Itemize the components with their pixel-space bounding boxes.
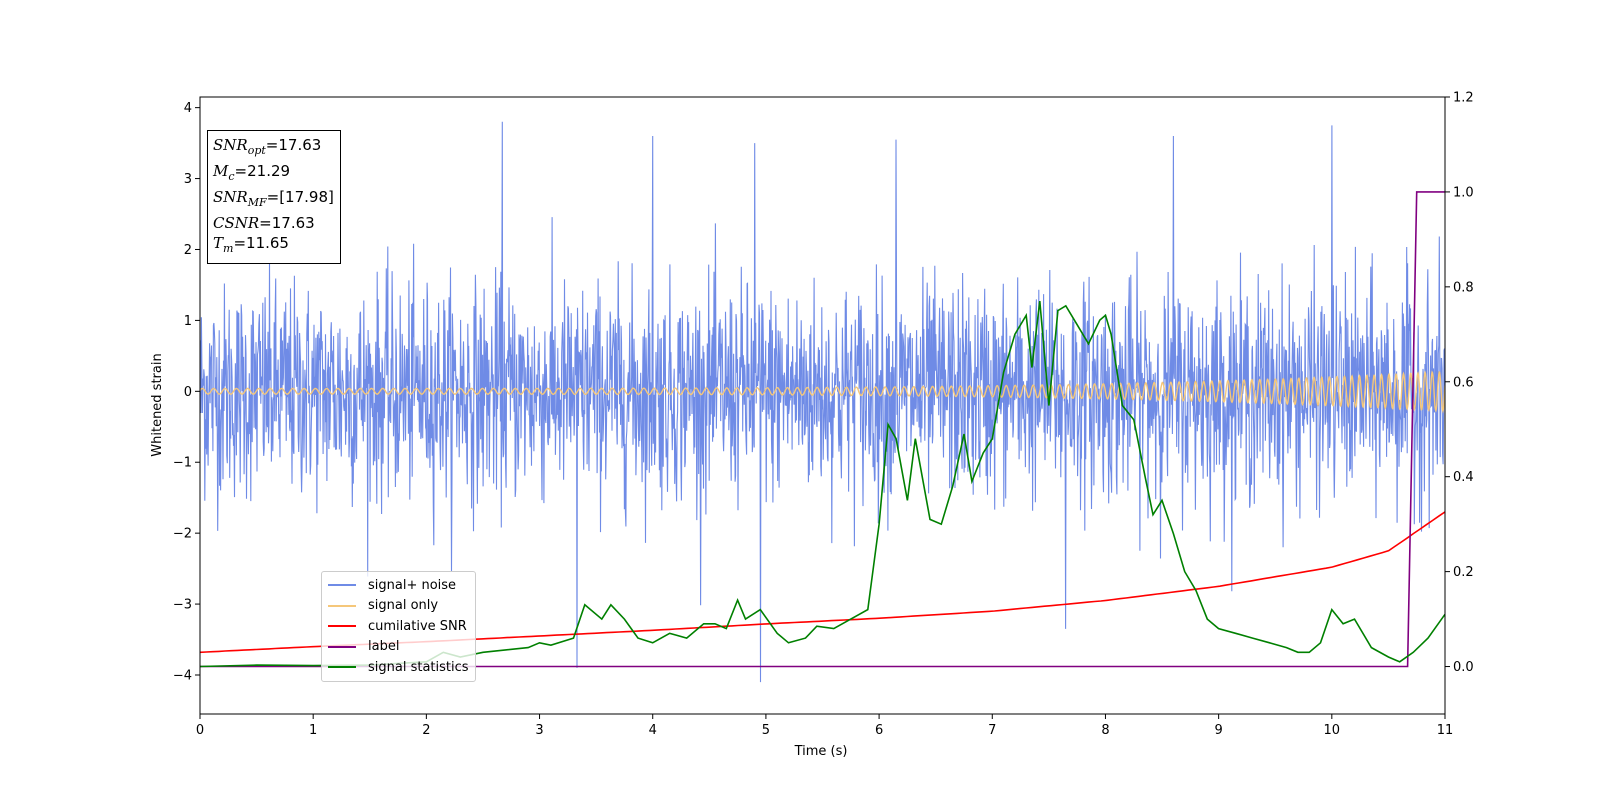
snr-opt-line: SNRopt=17.63 xyxy=(213,136,322,157)
x-axis-label: Time (s) xyxy=(794,744,848,759)
x-tick-label: 5 xyxy=(762,723,770,738)
mc-line: Mc=21.29 xyxy=(213,162,291,183)
left-y-tick-label: 0 xyxy=(184,385,192,400)
signal-noise-line xyxy=(200,121,1445,683)
left-y-tick-label: 4 xyxy=(184,101,192,116)
left-y-tick-label: 3 xyxy=(184,172,192,187)
legend-item-label: label xyxy=(328,637,469,658)
left-y-tick-label: −3 xyxy=(173,598,192,613)
left-y-axis-ticks: −4 −3 −2 −1 0 1 2 3 4 xyxy=(173,101,200,683)
left-y-tick-label: −4 xyxy=(173,668,192,683)
right-y-tick-label: 1.2 xyxy=(1453,91,1474,106)
snr-mf-line: SNRMF=[17.98] xyxy=(213,188,334,209)
x-tick-label: 3 xyxy=(535,723,543,738)
x-tick-label: 10 xyxy=(1324,723,1341,738)
label-line xyxy=(200,191,1445,668)
snr-info-box: SNRopt=17.63 Mc=21.29 SNRMF=[17.98] CSNR… xyxy=(207,130,341,264)
legend-item-signal-noise: signal+ noise xyxy=(328,575,469,596)
tm-line: Tm=11.65 xyxy=(213,234,289,255)
legend-item-signal-only: signal only xyxy=(328,596,469,617)
x-tick-label: 8 xyxy=(1101,723,1109,738)
signal-statistics-series xyxy=(200,301,1445,668)
right-y-tick-label: 0.2 xyxy=(1453,565,1474,580)
right-y-tick-label: 1.0 xyxy=(1453,185,1474,200)
signal-only-line xyxy=(200,370,1445,414)
x-tick-label: 6 xyxy=(875,723,883,738)
right-y-tick-label: 0.4 xyxy=(1453,470,1474,485)
right-y-tick-label: 0.6 xyxy=(1453,375,1474,390)
right-y-tick-label: 0.8 xyxy=(1453,280,1474,295)
legend-item-signal-statistics: signal statistics xyxy=(328,657,469,678)
signal-statistics-line xyxy=(200,301,1445,668)
x-tick-label: 0 xyxy=(196,723,204,738)
y-axis-label: Whitened strain xyxy=(150,353,165,456)
x-tick-label: 4 xyxy=(649,723,657,738)
x-tick-label: 9 xyxy=(1214,723,1222,738)
left-y-tick-label: −1 xyxy=(173,456,192,471)
x-tick-label: 2 xyxy=(422,723,430,738)
left-y-tick-label: 1 xyxy=(184,314,192,329)
x-tick-label: 1 xyxy=(309,723,317,738)
right-y-axis-ticks: 0.0 0.2 0.4 0.6 0.8 1.0 1.2 xyxy=(1445,91,1474,675)
signal-noise-series xyxy=(200,121,1445,683)
csnr-line: CSNR=17.63 xyxy=(213,214,315,232)
x-tick-label: 11 xyxy=(1437,723,1454,738)
legend: signal+ noise signal only cumilative SNR… xyxy=(321,571,476,682)
label-series xyxy=(200,191,1445,668)
left-y-tick-label: 2 xyxy=(184,243,192,258)
legend-item-cumulative-snr: cumilative SNR xyxy=(328,616,469,637)
x-tick-label: 7 xyxy=(988,723,996,738)
left-y-tick-label: −2 xyxy=(173,527,192,542)
x-axis-ticks: 0 1 2 3 4 5 6 7 8 9 10 11 xyxy=(196,714,1453,738)
right-y-tick-label: 0.0 xyxy=(1453,660,1474,675)
signal-only-series xyxy=(200,370,1445,414)
plot-frame xyxy=(199,96,1446,715)
